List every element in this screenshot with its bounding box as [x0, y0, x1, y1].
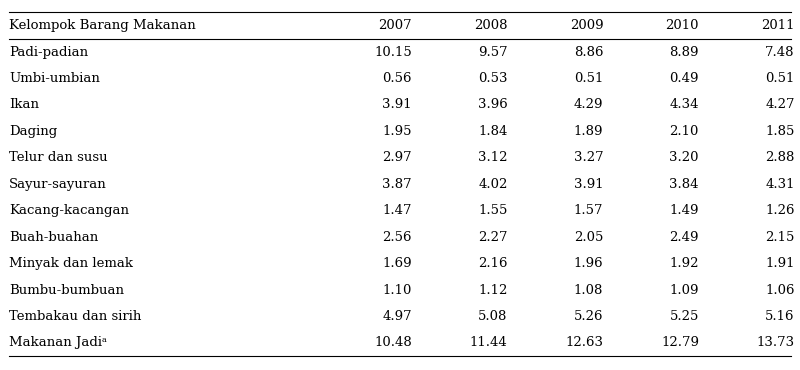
Text: 1.85: 1.85 [766, 125, 794, 138]
Text: 3.20: 3.20 [670, 151, 699, 164]
Text: 3.87: 3.87 [382, 178, 412, 191]
Text: 1.84: 1.84 [478, 125, 508, 138]
Text: 2008: 2008 [474, 19, 508, 32]
Text: 1.96: 1.96 [574, 257, 603, 270]
Text: 2.88: 2.88 [766, 151, 794, 164]
Text: 10.48: 10.48 [374, 336, 412, 349]
Text: 4.97: 4.97 [382, 310, 412, 323]
Text: 3.96: 3.96 [478, 98, 508, 111]
Text: Umbi-umbian: Umbi-umbian [10, 72, 100, 85]
Text: 2.10: 2.10 [670, 125, 699, 138]
Text: 5.25: 5.25 [670, 310, 699, 323]
Text: Ikan: Ikan [10, 98, 39, 111]
Text: 13.73: 13.73 [757, 336, 794, 349]
Text: 2010: 2010 [666, 19, 699, 32]
Text: Padi-padian: Padi-padian [10, 46, 89, 58]
Text: 0.56: 0.56 [382, 72, 412, 85]
Text: 2011: 2011 [761, 19, 794, 32]
Text: 2.16: 2.16 [478, 257, 508, 270]
Text: 12.79: 12.79 [661, 336, 699, 349]
Text: 1.08: 1.08 [574, 283, 603, 296]
Text: 1.12: 1.12 [478, 283, 508, 296]
Text: 1.26: 1.26 [765, 204, 794, 217]
Text: 3.91: 3.91 [382, 98, 412, 111]
Text: 2.27: 2.27 [478, 231, 508, 244]
Text: 1.10: 1.10 [382, 283, 412, 296]
Text: Sayur-sayuran: Sayur-sayuran [10, 178, 107, 191]
Text: 1.49: 1.49 [670, 204, 699, 217]
Text: 1.89: 1.89 [574, 125, 603, 138]
Text: Makanan Jadiᵃ: Makanan Jadiᵃ [10, 336, 107, 349]
Text: 11.44: 11.44 [470, 336, 508, 349]
Text: 8.86: 8.86 [574, 46, 603, 58]
Text: 1.55: 1.55 [478, 204, 508, 217]
Text: 10.15: 10.15 [374, 46, 412, 58]
Text: 2009: 2009 [570, 19, 603, 32]
Text: Minyak dan lemak: Minyak dan lemak [10, 257, 134, 270]
Text: 1.95: 1.95 [382, 125, 412, 138]
Text: 0.51: 0.51 [574, 72, 603, 85]
Text: 5.08: 5.08 [478, 310, 508, 323]
Text: 1.57: 1.57 [574, 204, 603, 217]
Text: 12.63: 12.63 [566, 336, 603, 349]
Text: 1.91: 1.91 [765, 257, 794, 270]
Text: 5.26: 5.26 [574, 310, 603, 323]
Text: 5.16: 5.16 [765, 310, 794, 323]
Text: 0.49: 0.49 [670, 72, 699, 85]
Text: 4.34: 4.34 [670, 98, 699, 111]
Text: 4.29: 4.29 [574, 98, 603, 111]
Text: 2.56: 2.56 [382, 231, 412, 244]
Text: Kelompok Barang Makanan: Kelompok Barang Makanan [10, 19, 196, 32]
Text: 7.48: 7.48 [765, 46, 794, 58]
Text: 4.27: 4.27 [765, 98, 794, 111]
Text: Buah-buahan: Buah-buahan [10, 231, 98, 244]
Text: 1.06: 1.06 [765, 283, 794, 296]
Text: 2.49: 2.49 [670, 231, 699, 244]
Text: 4.31: 4.31 [765, 178, 794, 191]
Text: 2007: 2007 [378, 19, 412, 32]
Text: 1.92: 1.92 [670, 257, 699, 270]
Text: 1.09: 1.09 [670, 283, 699, 296]
Text: 8.89: 8.89 [670, 46, 699, 58]
Text: 2.15: 2.15 [766, 231, 794, 244]
Text: 1.47: 1.47 [382, 204, 412, 217]
Text: 0.53: 0.53 [478, 72, 508, 85]
Text: 9.57: 9.57 [478, 46, 508, 58]
Text: 0.51: 0.51 [766, 72, 794, 85]
Text: 1.69: 1.69 [382, 257, 412, 270]
Text: 3.84: 3.84 [670, 178, 699, 191]
Text: 4.02: 4.02 [478, 178, 508, 191]
Text: Kacang-kacangan: Kacang-kacangan [10, 204, 130, 217]
Text: Telur dan susu: Telur dan susu [10, 151, 108, 164]
Text: 3.91: 3.91 [574, 178, 603, 191]
Text: 3.12: 3.12 [478, 151, 508, 164]
Text: 2.05: 2.05 [574, 231, 603, 244]
Text: Daging: Daging [10, 125, 58, 138]
Text: 3.27: 3.27 [574, 151, 603, 164]
Text: 2.97: 2.97 [382, 151, 412, 164]
Text: Tembakau dan sirih: Tembakau dan sirih [10, 310, 142, 323]
Text: Bumbu-bumbuan: Bumbu-bumbuan [10, 283, 124, 296]
